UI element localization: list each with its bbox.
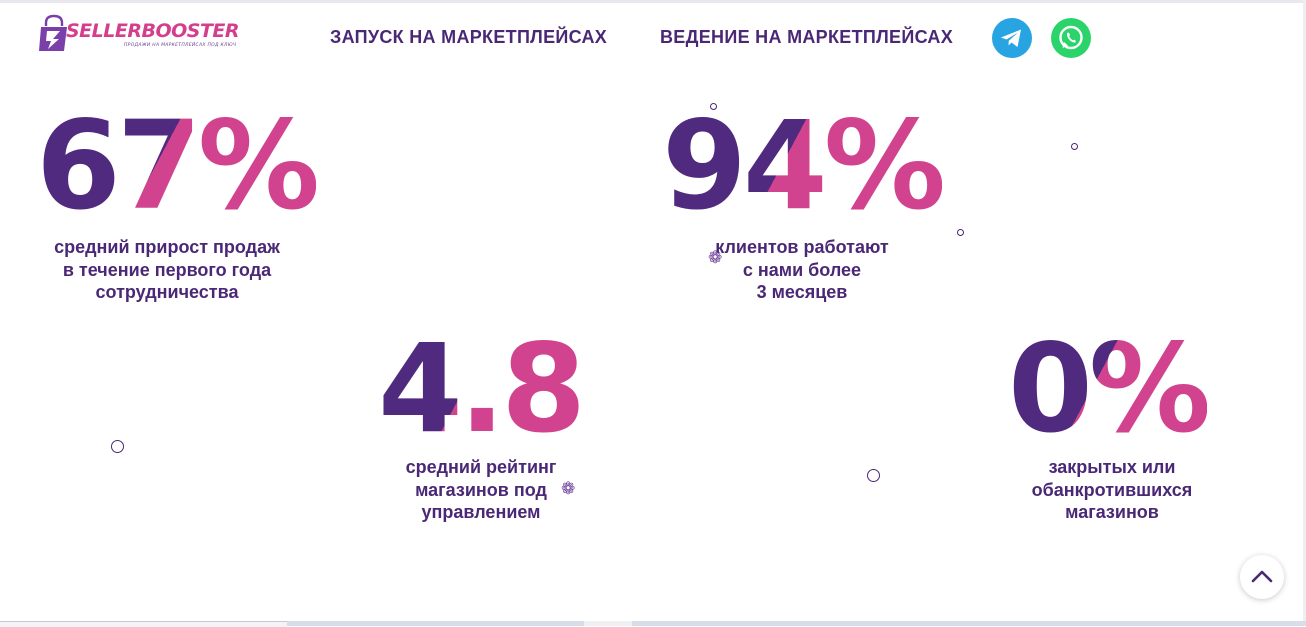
stat-label-client-retention: клиентов работают с нами более 3 месяцев — [715, 237, 889, 302]
decor-circle-icon — [957, 229, 964, 236]
decor-circle-icon — [111, 440, 124, 453]
nav-launch-marketplaces[interactable]: ЗАПУСК НА МАРКЕТПЛЕЙСАХ — [330, 27, 608, 47]
next-section-edge — [0, 621, 1306, 627]
chevron-up-icon — [1251, 570, 1273, 583]
stat-label-sales-growth: средний прирост продаж в течение первого… — [54, 237, 280, 302]
logo-link[interactable]: SELLERBOOSTER ПРОДАЖИ НА МАРКЕТПЛЕЙСАХ П… — [38, 14, 252, 56]
stat-label-closed-stores: закрытых или обанкротившихся магазинов — [1031, 457, 1193, 522]
logo-bag-icon — [39, 14, 67, 51]
nav-manage-marketplaces[interactable]: ВЕДЕНИЕ НА МАРКЕТПЛЕЙСАХ — [660, 27, 954, 47]
whatsapp-icon — [1059, 25, 1083, 50]
stat-value-client-retention: 94% — [662, 95, 946, 237]
scroll-to-top-button[interactable] — [1240, 555, 1284, 599]
stat-value-store-rating: 4.8 — [378, 318, 586, 460]
whatsapp-button[interactable] — [1051, 18, 1091, 58]
stat-label-store-rating: средний рейтинг магазинов под управление… — [405, 457, 557, 522]
decor-circle-icon — [867, 469, 880, 482]
decor-flower-icon: ❁ — [561, 479, 576, 499]
stat-value-closed-stores: 0% — [1008, 318, 1211, 460]
top-border — [0, 0, 1306, 3]
right-scroll-edge — [1303, 0, 1306, 626]
decor-circle-icon — [710, 103, 717, 110]
logo-tagline: ПРОДАЖИ НА МАРКЕТПЛЕЙСАХ ПОД КЛЮЧ — [124, 43, 237, 48]
decor-circle-icon — [1071, 143, 1078, 150]
site-header: SELLERBOOSTER ПРОДАЖИ НА МАРКЕТПЛЕЙСАХ П… — [0, 0, 1306, 80]
decor-flower-icon: ❁ — [708, 248, 723, 268]
stat-value-sales-growth: 67% — [36, 95, 320, 237]
logo-text: SELLERBOOSTER — [66, 20, 240, 42]
telegram-icon — [1001, 29, 1021, 47]
telegram-button[interactable] — [992, 18, 1032, 58]
